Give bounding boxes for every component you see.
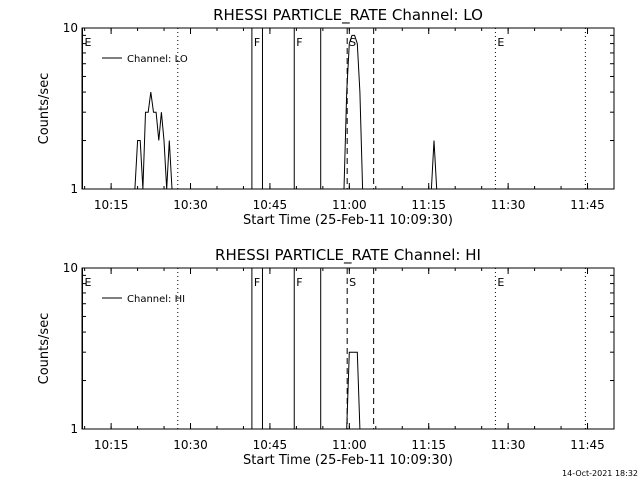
event-label: F [254,276,260,289]
event-label: F [296,36,302,49]
x-tick-label: 11:00 [332,198,367,212]
chart-title: RHESSI PARTICLE_RATE Channel: LO [213,6,483,25]
plot-frame [81,27,615,190]
x-tick-label: 11:15 [411,438,446,452]
x-tick-label: 11:30 [491,438,526,452]
legend-label: Channel: HI [127,294,185,305]
x-tick-label: 11:00 [332,438,367,452]
event-label: E [85,36,92,49]
chart-title: RHESSI PARTICLE_RATE Channel: HI [215,246,481,265]
y-tick-label: 10 [63,261,78,275]
x-tick-label: 10:45 [253,198,288,212]
chart-panel-lo: RHESSI PARTICLE_RATE Channel: LO E F F S E 10:… [37,6,615,228]
event-label: F [296,276,302,289]
x-tick-label: 10:30 [173,198,208,212]
event-label: E [85,276,92,289]
series-line [343,34,364,190]
event-label: S [349,276,356,289]
x-tick-label: 10:15 [94,198,129,212]
y-tick-label: 10 [63,21,78,35]
x-tick-label: 11:15 [411,198,446,212]
event-label: E [497,36,504,49]
x-tick-label: 10:45 [253,438,288,452]
series-line [346,351,361,430]
y-axis-label: Counts/sec [37,73,52,145]
x-tick-label: 11:45 [570,438,605,452]
x-tick-label: 10:30 [173,438,208,452]
event-label: S [349,36,356,49]
x-tick-label: 11:30 [491,198,526,212]
y-tick-label: 1 [70,182,78,196]
x-tick-label: 10:15 [94,438,129,452]
x-axis-label: Start Time (25-Feb-11 10:09:30) [243,213,453,228]
x-axis-label: Start Time (25-Feb-11 10:09:30) [243,453,453,468]
chart-panel-hi: RHESSI PARTICLE_RATE Channel: HI E F F S E 10:… [37,246,615,468]
legend-label: Channel: LO [127,54,188,65]
x-tick-label: 11:45 [570,198,605,212]
event-label: F [254,36,260,49]
y-tick-label: 1 [70,422,78,436]
timestamp: 14-Oct-2021 18:32 [562,469,638,478]
y-axis-label: Counts/sec [37,313,52,385]
series-line [430,140,438,190]
series-line [134,92,173,190]
event-label: E [497,276,504,289]
